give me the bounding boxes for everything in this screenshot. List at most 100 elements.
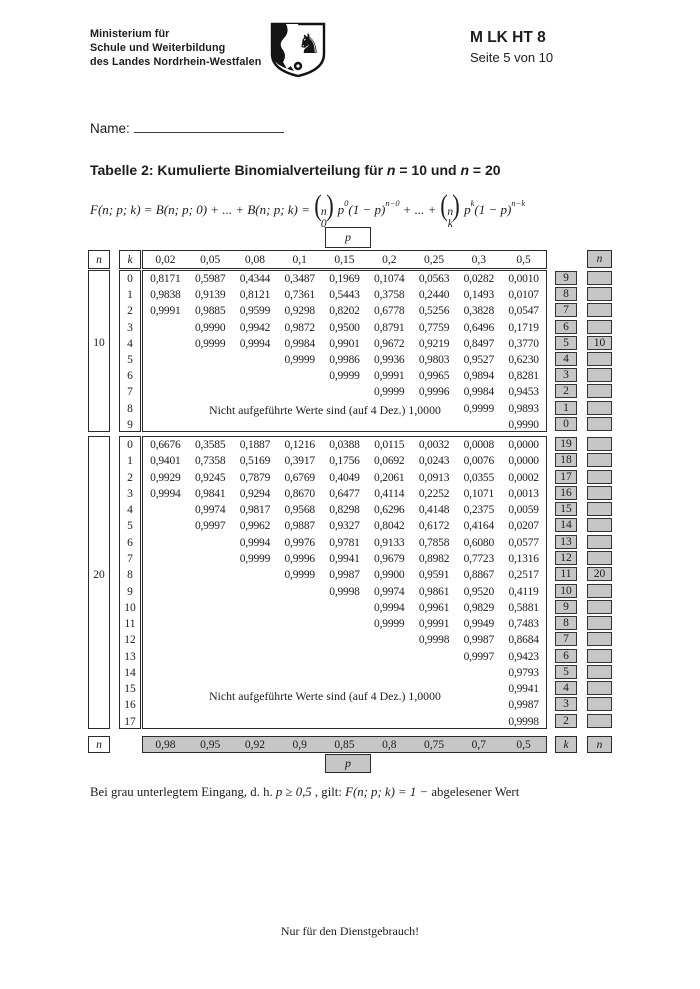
values-block-10: 0,8171 0,5987 0,4344 0,3487 0,1969 0,1074 0,05…: [142, 270, 547, 432]
table-value-cell: 0,8684: [508, 634, 539, 647]
table-value-cell: 0,6769: [284, 471, 316, 484]
k-complement-cell: 14: [555, 518, 577, 533]
table-value-cell: 0,8202: [329, 305, 360, 318]
table-value-cell: 0,9974: [374, 585, 405, 598]
p-value-footer-cell: 0,7: [471, 738, 487, 751]
table-value-cell: 0,1216: [284, 439, 316, 452]
table-value-cell: [143, 384, 188, 400]
table-value-cell: 0,1493: [463, 289, 495, 302]
n-side-cell: [587, 368, 612, 383]
k-label: 13: [124, 650, 136, 663]
table-value-cell: 0,0913: [418, 471, 450, 484]
table-value-cell: 0,9453: [508, 386, 539, 399]
table-value-cell: [233, 368, 278, 384]
table-value-cell: 0,9401: [150, 455, 181, 468]
text-segment: Bei grau unterlegtem Eingang, d. h.: [90, 785, 276, 799]
table-value-cell: 0,9936: [374, 354, 405, 367]
k-complement-cell: 5: [555, 664, 577, 679]
table-value-cell: [233, 600, 278, 616]
table-value-cell: 0,4148: [418, 504, 450, 517]
table-value-cell: 0,9841: [194, 487, 226, 500]
table-value-cell: 0,4164: [463, 520, 495, 533]
text-segment: F(n; p; k) = 1 −: [345, 785, 429, 799]
table-value-cell: 0,9294: [239, 487, 271, 500]
n-side-cell: [587, 599, 612, 614]
table-value-cell: 0,0355: [463, 471, 495, 484]
n-side-cell: [587, 469, 612, 484]
table-value-cell: [233, 352, 278, 368]
footer-note: Nur für den Dienstgebrauch!: [280, 924, 420, 938]
table-value-cell: [456, 417, 501, 433]
table-value-cell: [143, 336, 188, 352]
table-value-cell: [412, 665, 457, 681]
table-value-cell: [233, 417, 278, 433]
table-value-cell: 0,9520: [463, 585, 495, 598]
table-value-cell: 0,8298: [329, 504, 360, 517]
binomial-coefficient: (n 0): [313, 190, 335, 230]
table-value-cell: 0,9900: [374, 569, 405, 582]
k-column-header: k: [119, 250, 141, 269]
n-side-cell: [587, 664, 612, 679]
table-value-cell: 0,9887: [284, 520, 316, 533]
table-value-cell: 0,9829: [463, 601, 495, 614]
table-value-cell: 0,1071: [463, 487, 495, 500]
table-value-cell: 0,9893: [508, 402, 539, 415]
table-value-cell: 0,9929: [150, 471, 181, 484]
table-value-cell: [367, 632, 412, 648]
table-value-cell: [188, 535, 233, 551]
table-value-cell: [188, 616, 233, 632]
table-value-cell: [277, 648, 322, 664]
table-value-cell: 0,1316: [508, 552, 539, 565]
ministry-name: Ministerium für Schule und Weiterbildung…: [90, 27, 261, 69]
table-value-cell: [322, 417, 367, 433]
n-side-cell: [587, 400, 612, 415]
table-value-cell: [277, 665, 322, 681]
table-value-cell: [322, 714, 367, 730]
table-value-cell: 0,9987: [463, 634, 495, 647]
table-value-cell: 0,6676: [150, 439, 181, 452]
table-value-cell: 0,6477: [329, 487, 360, 500]
n-side-cell: [587, 416, 612, 431]
horse-glyph: ♞: [297, 29, 321, 60]
p-values-footer-row: 0,98 0,95 0,92 0,9 0,85 0,8 0,75 0,7 0,5: [142, 736, 547, 753]
table-value-cell: [367, 417, 412, 433]
p-value-footer-cell: 0,92: [244, 738, 265, 751]
table-value-cell: 0,7358: [194, 455, 226, 468]
n-column-header: n: [88, 250, 110, 269]
table-value-cell: 0,0107: [508, 289, 539, 302]
text-segment: n: [386, 162, 396, 178]
table-value-cell: 0,3770: [508, 337, 539, 350]
table-value-cell: [143, 320, 188, 336]
table-value-cell: 0,9817: [239, 504, 271, 517]
n-side-cell: [587, 681, 612, 696]
p-label-bottom: p: [325, 754, 371, 773]
table-value-cell: [277, 714, 322, 730]
k-label: 11: [124, 618, 136, 631]
text-segment: = 20: [469, 162, 501, 178]
k-column-block-20: 0 1 2 3 4 5 6 7 8 9 10 11 12 13 14 15 16 17: [119, 436, 141, 729]
table-value-cell: [143, 583, 188, 599]
table-value-cell: [412, 648, 457, 664]
table-value-cell: 0,9591: [418, 569, 450, 582]
p-value-header-cell: 0,3: [471, 253, 487, 266]
n-side-cell: [587, 632, 612, 647]
table-value-cell: 0,9961: [418, 601, 450, 614]
text-segment: Tabelle 2: Kumulierte Binomialverteilung…: [90, 162, 387, 178]
document-code-block: M LK HT 8 Seite 5 von 10: [470, 29, 610, 65]
table-value-cell: 0,9500: [329, 321, 360, 334]
k-label: 3: [127, 487, 133, 500]
n-block-box-20: 20: [88, 436, 110, 729]
table-value-cell: 0,2440: [418, 289, 450, 302]
k-complement-cell: 8: [555, 287, 577, 302]
table-value-cell: [143, 665, 188, 681]
n-side-cell: [587, 534, 612, 549]
table-value-cell: 0,0002: [508, 471, 539, 484]
table-value-cell: [143, 518, 188, 534]
table-value-cell: 0,9994: [150, 487, 181, 500]
k-complement-cell: 9: [555, 271, 577, 286]
k-label: 1: [127, 289, 133, 302]
table-value-cell: [188, 714, 233, 730]
table-value-cell: [188, 352, 233, 368]
document-code: M LK HT 8: [470, 29, 546, 46]
